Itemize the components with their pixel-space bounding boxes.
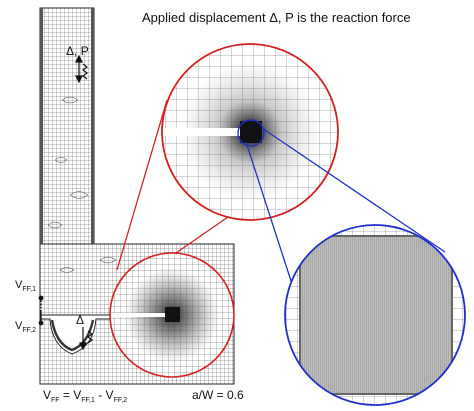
vff1-label: VFF,1 [15,279,36,293]
load-p: P [80,44,89,58]
arm-left-band [40,8,43,244]
vff2-main: V [15,320,23,332]
equation-label: VFF = VFF,1 - VFF,2 [43,388,128,404]
ratio-label: a/W = 0.6 [192,388,244,402]
crack-tip-block-zoom [240,121,262,143]
load-delta: Δ [66,44,75,58]
vff2-sub: FF,2 [22,327,36,334]
delta-bottom-label: Δ [76,313,85,327]
blue-connectors [245,127,446,285]
vff1-sub: FF,1 [22,286,36,293]
zoom3-outline [284,224,466,406]
caption-top: Applied displacement Δ, P is the reactio… [142,10,411,25]
eq-equals: = V [59,388,82,402]
zoom2-outline [161,43,339,221]
red-connectors [116,99,229,271]
eq-ff2: FF,2 [113,397,128,404]
zoom-region-crack-tip [109,252,235,378]
load-label-top: Δ, P [66,44,89,58]
eq-ff: FF [51,397,60,404]
mesh-irregularities [47,96,117,273]
eq-v: V [43,388,52,402]
eq-minus: - V [94,388,114,402]
crack-tip-block [165,307,180,322]
zoom-region-level1 [161,43,339,221]
load-arrows [38,54,93,351]
vff1-main: V [15,279,23,291]
zoom1-outline [109,252,235,378]
load-sep: , [74,44,81,58]
vff2-label: VFF,2 [15,320,36,334]
arm-right-band [91,8,94,244]
zoom-region-level2 [284,224,466,406]
small-blue-marker [237,119,265,147]
specimen-arm [39,7,95,245]
eq-ff1: FF,1 [81,397,95,404]
